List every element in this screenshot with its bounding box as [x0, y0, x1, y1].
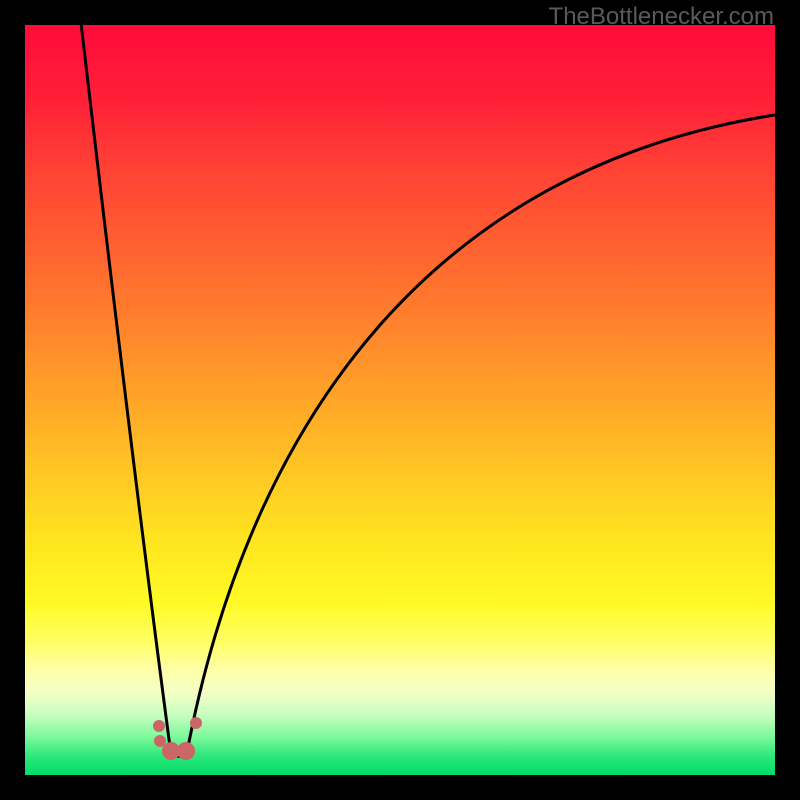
data-marker [177, 742, 195, 760]
chart-container: TheBottlenecker.com [0, 0, 800, 800]
bottleneck-curve [25, 25, 775, 775]
data-marker [153, 720, 165, 732]
watermark-text: TheBottlenecker.com [549, 3, 774, 31]
data-marker [190, 717, 202, 729]
plot-area [25, 25, 775, 775]
